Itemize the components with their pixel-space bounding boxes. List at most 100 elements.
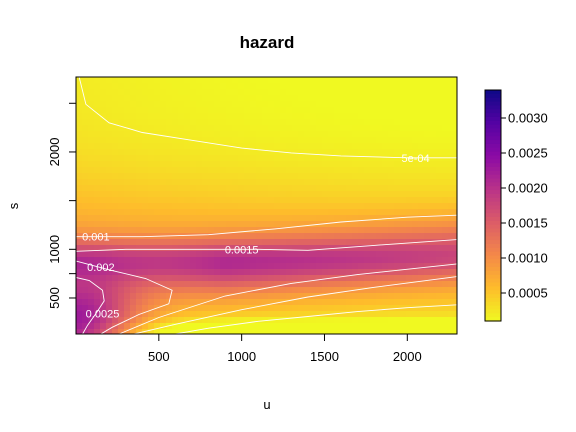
heat-cell [292,263,299,270]
heat-cell [136,101,143,108]
heat-cell [244,137,251,144]
heat-cell [340,203,347,210]
heat-cell [274,89,281,96]
heat-cell [286,305,293,312]
heat-cell [388,263,395,270]
heat-cell [166,107,173,114]
heat-cell [418,281,425,288]
heat-cell [154,287,161,294]
heat-cell [286,263,293,270]
heat-cell [88,299,95,306]
heat-cell [76,101,83,108]
heat-cell [76,263,83,270]
heat-cell [172,233,179,240]
heat-cell [406,287,413,294]
heat-cell [220,311,227,318]
heat-cell [196,179,203,186]
heat-cell [436,203,443,210]
heat-cell [298,155,305,162]
heat-cell [232,209,239,216]
heat-cell [334,89,341,96]
heat-cell [106,221,113,228]
heat-cell [370,233,377,240]
heat-cell [328,329,335,334]
heat-cell [250,95,257,102]
heat-cell [76,191,83,198]
heat-cell [106,239,113,246]
heat-cell [328,215,335,222]
heat-cell [220,215,227,222]
heat-cell [220,233,227,240]
heat-cell [214,311,221,318]
heat-cell [250,317,257,324]
heat-cell [112,281,119,288]
heat-cell [124,275,131,282]
heat-cell [118,161,125,168]
heat-cell [316,77,323,84]
heat-cell [292,323,299,330]
y-tick-label: 2000 [47,137,62,166]
heat-cell [406,209,413,216]
heat-cell [94,119,101,126]
heat-cell [136,131,143,138]
heat-cell [310,143,317,150]
heat-cell [196,269,203,276]
heat-cell [226,251,233,258]
heat-cell [286,275,293,282]
heat-cell [256,263,263,270]
heat-cell [88,77,95,84]
heat-cell [334,317,341,324]
heat-cell [262,161,269,168]
heat-cell [226,125,233,132]
heat-cell [184,311,191,318]
heat-cell [238,167,245,174]
heat-cell [274,311,281,318]
heat-cell [82,113,89,120]
heat-cell [394,233,401,240]
heat-cell [424,269,431,276]
contour-label: 0.001 [82,232,110,244]
heat-cell [190,83,197,90]
colorbar-cell [485,190,501,195]
heat-cell [118,293,125,300]
heat-cell [106,89,113,96]
heat-cell [310,287,317,294]
heat-cell [376,227,383,234]
heat-cell [238,101,245,108]
heat-cell [136,173,143,180]
heat-cell [286,197,293,204]
heat-cell [436,131,443,138]
heat-cell [280,107,287,114]
heat-cell [256,275,263,282]
heat-cell [124,329,131,334]
heat-cell [454,329,457,334]
heat-cell [250,293,257,300]
heat-cell [310,179,317,186]
heat-cell [184,215,191,222]
heat-cell [292,101,299,108]
heat-cell [334,137,341,144]
heat-cell [274,251,281,258]
heat-cell [100,305,107,312]
heat-cell [76,317,83,324]
heat-cell [442,293,449,300]
heat-cell [364,113,371,120]
heat-cell [148,89,155,96]
colorbar-cell [485,278,501,284]
heat-cell [106,215,113,222]
heat-cell [118,77,125,84]
heat-cell [412,287,419,294]
heat-cell [154,203,161,210]
heat-cell [118,227,125,234]
heat-cell [334,227,341,234]
heat-cell [340,77,347,84]
heat-cell [226,257,233,264]
heat-cell [268,173,275,180]
heat-cell [160,215,167,222]
heat-cell [412,245,419,252]
heat-cell [184,287,191,294]
heat-cell [100,119,107,126]
heat-cell [244,323,251,330]
heat-cell [394,287,401,294]
heat-cell [190,281,197,288]
